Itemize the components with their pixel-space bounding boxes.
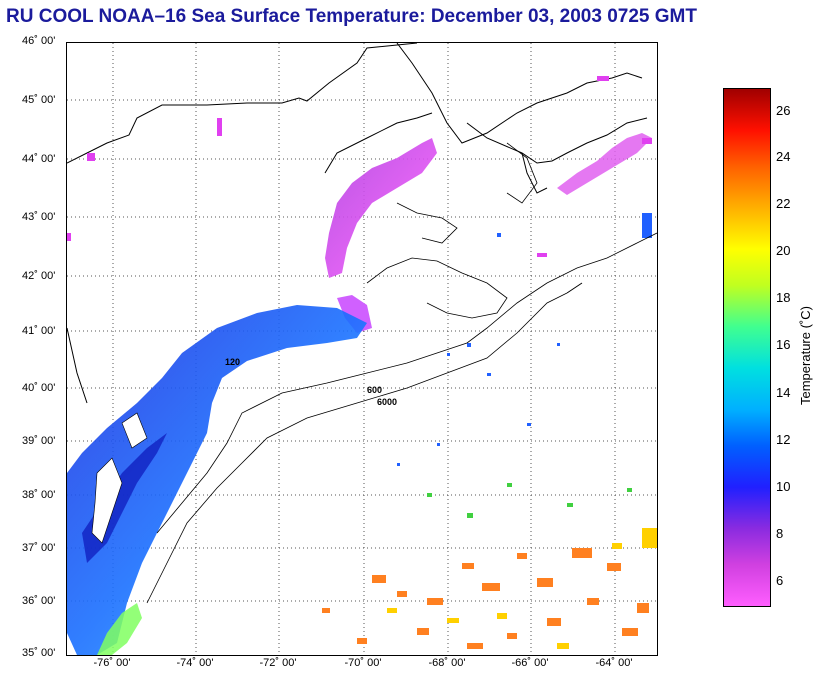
colorbar-tick-22: 22 (776, 196, 791, 211)
colorbar-tick-14: 14 (776, 385, 791, 400)
lon-label-66: -66˚ 00' (511, 657, 549, 669)
lon-label-74: -74˚ 00' (176, 657, 214, 669)
lat-label-39: 39˚ 00' (22, 435, 56, 447)
isobath-label-group: 120 600 6000 (225, 357, 397, 407)
colorbar-title: Temperature (˚C) (798, 306, 813, 405)
scattered-magenta-pixels (67, 76, 652, 257)
lat-label-36: 36˚ 00' (22, 595, 56, 607)
temperature-colorbar (723, 88, 771, 607)
isobath-label-6000: 6000 (377, 397, 397, 407)
bays (91, 412, 148, 544)
colorbar-tick-24: 24 (776, 149, 791, 164)
colorbar-tick-8: 8 (776, 526, 784, 541)
page-title: RU COOL NOAA–16 Sea Surface Temperature:… (6, 6, 697, 27)
colorbar-tick-26: 26 (776, 103, 791, 118)
lat-label-37: 37˚ 00' (22, 542, 56, 554)
carolina-shelf-sst (97, 603, 142, 655)
scattered-blue-pixels (397, 213, 652, 466)
lat-label-42: 42˚ 00' (22, 270, 56, 282)
map-grid (67, 43, 657, 655)
gulf-of-maine-sst (325, 138, 437, 278)
sst-map[interactable]: 120 600 6000 (66, 42, 658, 656)
lon-label-70: -70˚ 00' (344, 657, 382, 669)
isobath-label-600: 600 (367, 385, 382, 395)
colorbar-tick-6: 6 (776, 573, 784, 588)
colorbar-tick-16: 16 (776, 337, 791, 352)
colorbar-tick-18: 18 (776, 290, 791, 305)
isobath-label-120: 120 (225, 357, 240, 367)
colorbar-tick-10: 10 (776, 479, 791, 494)
lat-label-35: 35˚ 00' (22, 647, 56, 659)
lat-label-45: 45˚ 00' (22, 94, 56, 106)
colorbar-tick-20: 20 (776, 243, 791, 258)
lon-label-68: -68˚ 00' (428, 657, 466, 669)
lon-label-76: -76˚ 00' (93, 657, 131, 669)
lon-label-64: -64˚ 00' (595, 657, 633, 669)
warm-yellow-patches (387, 528, 657, 649)
nova-scotia-sst (557, 133, 652, 195)
lat-label-40: 40˚ 00' (22, 382, 56, 394)
lat-label-43: 43˚ 00' (22, 211, 56, 223)
lon-label-72: -72˚ 00' (259, 657, 297, 669)
colorbar-tick-12: 12 (776, 432, 791, 447)
lat-label-44: 44˚ 00' (22, 153, 56, 165)
isobaths (146, 142, 657, 604)
lat-label-41: 41˚ 00' (22, 325, 56, 337)
sst-map-canvas: 120 600 6000 (67, 43, 657, 655)
lat-label-46: 46˚ 00' (22, 35, 56, 47)
coastline (67, 43, 648, 404)
lat-label-38: 38˚ 00' (22, 489, 56, 501)
gulf-stream-patches (322, 548, 649, 649)
cool-green-patches (427, 483, 632, 518)
